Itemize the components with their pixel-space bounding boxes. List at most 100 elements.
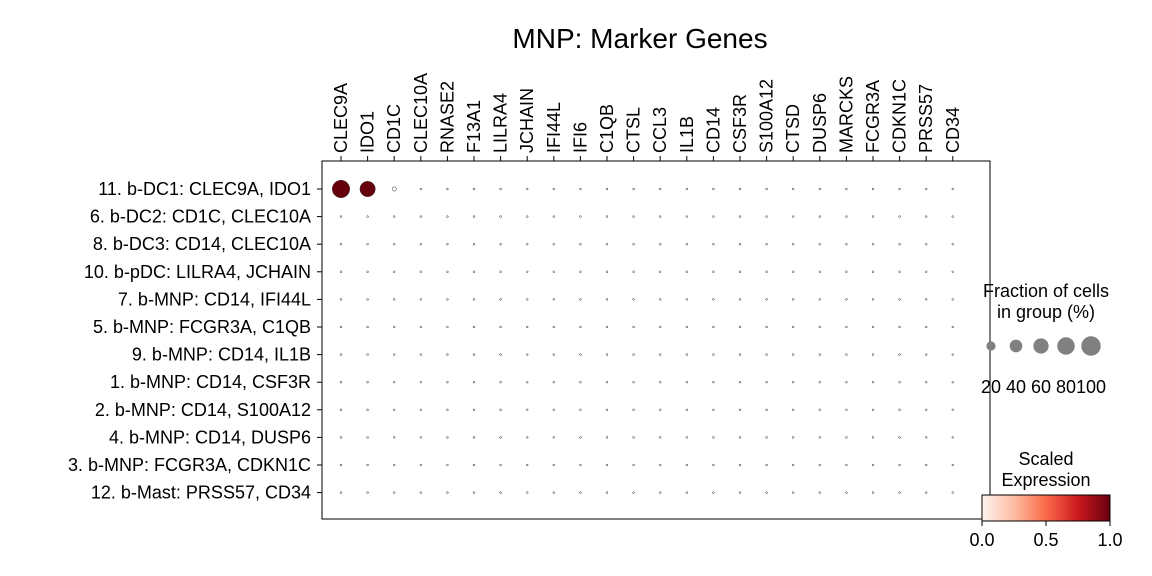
dot-10-b-pdc-lilra4-jchain-c1qb <box>605 270 609 273</box>
dot-2-b-mnp-cd14-s100a12-marcks <box>845 408 848 411</box>
dot-4-b-mnp-cd14-dusp6-ifi6 <box>579 436 582 439</box>
dot-4-b-mnp-cd14-dusp6-dusp6 <box>818 436 821 439</box>
chart-title: MNP: Marker Genes <box>512 23 767 54</box>
dot-9-b-mnp-cd14-il1b-cd14 <box>712 353 715 356</box>
gene-label-cd14: CD14 <box>703 107 723 153</box>
dot-1-b-mnp-cd14-csf3r-il1b <box>685 381 688 384</box>
group-label-12-b-mast-prss57-cd34: 12. b-Mast: PRSS57, CD34 <box>91 483 311 503</box>
dot-1-b-mnp-cd14-csf3r-csf3r <box>738 381 742 384</box>
dot-6-b-dc2-cd1c-clec10a-csf3r <box>738 215 742 218</box>
dot-10-b-pdc-lilra4-jchain-s100a12 <box>765 270 768 273</box>
dot-7-b-mnp-cd14-ifi44l-ccl3 <box>659 298 662 301</box>
dot-6-b-dc2-cd1c-clec10a-lilra4 <box>499 215 502 218</box>
dot-3-b-mnp-fcgr3a-cdkn1c-lilra4 <box>499 463 502 467</box>
gene-label-ctsd: CTSD <box>783 104 803 153</box>
group-ticks <box>317 188 322 494</box>
gene-label-jchain: JCHAIN <box>517 88 537 153</box>
dot-10-b-pdc-lilra4-jchain-il1b <box>685 270 688 273</box>
dot-7-b-mnp-cd14-ifi44l-jchain <box>526 298 529 301</box>
dot-5-b-mnp-fcgr3a-c1qb-ifi44l <box>552 325 555 329</box>
dot-6-b-dc2-cd1c-clec10a-clec10a <box>419 215 422 218</box>
dot-9-b-mnp-cd14-il1b-s100a12 <box>765 353 768 356</box>
dot-3-b-mnp-fcgr3a-cdkn1c-ido1 <box>366 463 369 467</box>
dot-4-b-mnp-cd14-dusp6-cd14 <box>712 436 715 439</box>
gene-label-lilra4: LILRA4 <box>491 93 511 153</box>
dot-8-b-dc3-cd14-clec10a-jchain <box>526 243 529 246</box>
dot-12-b-mast-prss57-cd34-il1b <box>685 491 688 494</box>
dot-8-b-dc3-cd14-clec10a-ifi44l <box>552 243 555 246</box>
dot-6-b-dc2-cd1c-clec10a-cd34 <box>951 215 954 218</box>
size-legend-label-40: 40 <box>1006 377 1026 397</box>
dot-6-b-dc2-cd1c-clec10a-ido1 <box>366 215 369 218</box>
dot-10-b-pdc-lilra4-jchain-marcks <box>845 270 848 273</box>
dot-9-b-mnp-cd14-il1b-c1qb <box>605 353 609 356</box>
dot-7-b-mnp-cd14-ifi44l-ifi44l <box>552 298 555 301</box>
dot-3-b-mnp-fcgr3a-cdkn1c-ifi44l <box>552 463 555 467</box>
gene-label-c1qb: C1QB <box>597 104 617 153</box>
dot-7-b-mnp-cd14-ifi44l-ifi6 <box>579 298 582 301</box>
dot-5-b-mnp-fcgr3a-c1qb-ccl3 <box>659 325 662 329</box>
gene-label-il1b: IL1B <box>677 116 697 153</box>
dot-12-b-mast-prss57-cd34-marcks <box>845 491 848 494</box>
dot-1-b-mnp-cd14-csf3r-cd1c <box>393 381 396 384</box>
dot-3-b-mnp-fcgr3a-cdkn1c-dusp6 <box>818 463 821 467</box>
dot-5-b-mnp-fcgr3a-c1qb-il1b <box>685 325 688 329</box>
dot-5-b-mnp-fcgr3a-c1qb-jchain <box>526 325 529 329</box>
dot-7-b-mnp-cd14-ifi44l-prss57 <box>925 298 928 301</box>
gene-label-ido1: IDO1 <box>358 111 378 153</box>
dot-12-b-mast-prss57-cd34-c1qb <box>605 491 609 494</box>
dot-1-b-mnp-cd14-csf3r-fcgr3a <box>871 381 875 384</box>
dot-3-b-mnp-fcgr3a-cdkn1c-rnase2 <box>446 463 449 467</box>
dot-11-b-dc1-clec9a-ido1-csf3r <box>738 187 742 191</box>
dot-11-b-dc1-clec9a-ido1-f13a1 <box>472 187 476 191</box>
dot-10-b-pdc-lilra4-jchain-rnase2 <box>446 270 449 273</box>
size-legend-label-100: 100 <box>1076 377 1106 397</box>
gene-label-s100a12: S100A12 <box>757 79 777 153</box>
gene-label-f13a1: F13A1 <box>464 100 484 153</box>
dot-4-b-mnp-cd14-dusp6-rnase2 <box>446 436 449 439</box>
dot-1-b-mnp-cd14-csf3r-ido1 <box>366 381 369 384</box>
dot-matrix <box>332 180 954 494</box>
dot-1-b-mnp-cd14-csf3r-jchain <box>526 381 529 384</box>
dot-11-b-dc1-clec9a-ido1-ido1 <box>359 181 376 197</box>
dot-11-b-dc1-clec9a-ido1-lilra4 <box>499 187 502 191</box>
dot-10-b-pdc-lilra4-jchain-clec9a <box>339 270 343 273</box>
dot-4-b-mnp-cd14-dusp6-lilra4 <box>499 436 502 439</box>
dot-7-b-mnp-cd14-ifi44l-lilra4 <box>499 298 502 301</box>
dot-7-b-mnp-cd14-ifi44l-cd34 <box>951 298 954 301</box>
dot-11-b-dc1-clec9a-ido1-cdkn1c <box>898 187 901 191</box>
dot-9-b-mnp-cd14-il1b-csf3r <box>738 353 742 356</box>
dot-10-b-pdc-lilra4-jchain-cdkn1c <box>898 270 901 273</box>
dot-4-b-mnp-cd14-dusp6-il1b <box>685 436 688 439</box>
dot-3-b-mnp-fcgr3a-cdkn1c-ctsl <box>632 463 635 467</box>
gene-label-marcks: MARCKS <box>836 76 856 153</box>
dot-5-b-mnp-fcgr3a-c1qb-cd34 <box>951 325 954 329</box>
dot-3-b-mnp-fcgr3a-cdkn1c-s100a12 <box>765 463 768 467</box>
dot-5-b-mnp-fcgr3a-c1qb-prss57 <box>925 325 928 329</box>
dot-2-b-mnp-cd14-s100a12-clec10a <box>419 408 422 411</box>
dot-6-b-dc2-cd1c-clec10a-ifi44l <box>552 215 555 218</box>
dot-8-b-dc3-cd14-clec10a-clec9a <box>339 243 343 246</box>
dot-7-b-mnp-cd14-ifi44l-rnase2 <box>446 298 449 301</box>
dot-1-b-mnp-cd14-csf3r-cd14 <box>712 381 715 384</box>
dot-9-b-mnp-cd14-il1b-cd34 <box>951 353 954 356</box>
dot-9-b-mnp-cd14-il1b-cd1c <box>393 353 396 356</box>
dot-7-b-mnp-cd14-ifi44l-s100a12 <box>765 298 768 301</box>
dot-6-b-dc2-cd1c-clec10a-rnase2 <box>446 215 449 218</box>
dot-6-b-dc2-cd1c-clec10a-ctsd <box>792 215 795 218</box>
dot-2-b-mnp-cd14-s100a12-ctsl <box>632 408 635 411</box>
dot-9-b-mnp-cd14-il1b-clec10a <box>419 353 422 356</box>
dot-12-b-mast-prss57-cd34-rnase2 <box>446 491 449 494</box>
dot-7-b-mnp-cd14-ifi44l-ido1 <box>366 298 369 301</box>
dot-12-b-mast-prss57-cd34-ifi44l <box>552 491 555 494</box>
dot-5-b-mnp-fcgr3a-c1qb-cd1c <box>393 325 396 329</box>
dot-4-b-mnp-cd14-dusp6-jchain <box>526 436 529 439</box>
dot-12-b-mast-prss57-cd34-ctsl <box>632 491 635 494</box>
dot-3-b-mnp-fcgr3a-cdkn1c-csf3r <box>738 463 742 467</box>
size-legend-dot-100 <box>1081 336 1101 356</box>
dot-7-b-mnp-cd14-ifi44l-cd14 <box>712 298 715 301</box>
dot-10-b-pdc-lilra4-jchain-ctsd <box>792 270 795 273</box>
dot-3-b-mnp-fcgr3a-cdkn1c-jchain <box>526 463 529 467</box>
dot-8-b-dc3-cd14-clec10a-cd34 <box>951 243 954 246</box>
dot-9-b-mnp-cd14-il1b-ccl3 <box>659 353 662 356</box>
